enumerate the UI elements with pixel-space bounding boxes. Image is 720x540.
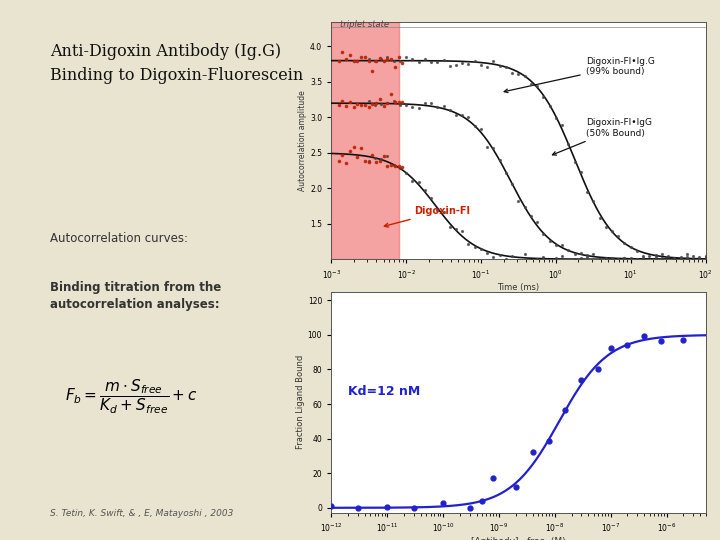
Text: $F_b = \dfrac{m \cdot S_{free}}{K_d + S_{free}} + c$: $F_b = \dfrac{m \cdot S_{free}}{K_d + S_… bbox=[65, 378, 198, 416]
X-axis label: Time (ms): Time (ms) bbox=[498, 284, 539, 292]
Text: Autocorrelation curves:: Autocorrelation curves: bbox=[50, 232, 189, 245]
Y-axis label: Autocorrelation amplitude: Autocorrelation amplitude bbox=[298, 90, 307, 191]
Text: Digoxin-Fl: Digoxin-Fl bbox=[384, 206, 471, 227]
Text: Kd=12 nM: Kd=12 nM bbox=[348, 386, 420, 399]
Bar bbox=[331, 22, 399, 259]
Y-axis label: Fraction Ligand Bound: Fraction Ligand Bound bbox=[296, 355, 305, 449]
Text: Digoxin-Fl•IgG
(50% Bound): Digoxin-Fl•IgG (50% Bound) bbox=[552, 118, 652, 155]
X-axis label: [Antibody]   free  (M): [Antibody] free (M) bbox=[471, 537, 566, 540]
Text: triplet state: triplet state bbox=[340, 19, 389, 29]
Text: Binding titration from the
autocorrelation analyses:: Binding titration from the autocorrelati… bbox=[50, 281, 222, 311]
Text: Digoxin-Fl•Ig.G
(99% bound): Digoxin-Fl•Ig.G (99% bound) bbox=[504, 57, 654, 93]
Text: S. Tetin, K. Swift, & , E, Matayoshi , 2003: S. Tetin, K. Swift, & , E, Matayoshi , 2… bbox=[50, 509, 234, 518]
Text: Anti-Digoxin Antibody (Ig.G)
Binding to Digoxin-Fluorescein: Anti-Digoxin Antibody (Ig.G) Binding to … bbox=[50, 43, 304, 84]
